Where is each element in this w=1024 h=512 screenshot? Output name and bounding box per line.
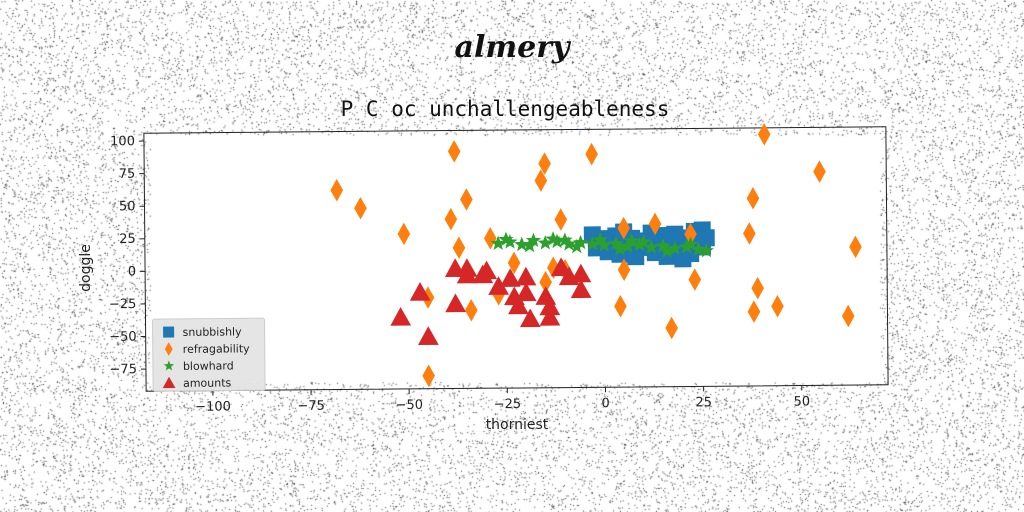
data-point-amounts <box>390 307 411 326</box>
data-point-refragability <box>397 223 410 246</box>
data-point-refragability <box>688 268 701 291</box>
x-tick-label: −75 <box>297 399 325 414</box>
data-point-amounts <box>418 326 439 345</box>
legend: snubbishly refragability blowhard amounts <box>153 318 266 391</box>
data-point-refragability <box>554 208 567 231</box>
x-tick-label: −50 <box>396 398 424 413</box>
data-point-refragability <box>448 140 461 163</box>
data-point-refragability <box>842 305 855 328</box>
data-point-refragability <box>354 197 367 220</box>
data-marks <box>330 122 863 388</box>
data-point-refragability <box>771 295 784 318</box>
y-tick-label: 75 <box>119 167 136 182</box>
y-tick-label: 100 <box>110 134 135 149</box>
plot-area: −100 −75 −50 −25 0 25 50 100 75 50 25 0 −25 −50 −75 s… <box>107 122 888 416</box>
data-point-refragability <box>330 179 343 202</box>
data-point-refragability <box>758 123 771 146</box>
y-tick-label: 25 <box>119 232 136 247</box>
data-point-refragability <box>748 300 761 323</box>
y-tick-label: 50 <box>119 199 136 214</box>
y-axis-ticks: 100 75 50 25 0 −25 −50 −75 <box>107 134 146 377</box>
x-tick-label: −100 <box>195 399 231 414</box>
legend-label: blowhard <box>183 359 234 372</box>
data-point-amounts <box>535 286 556 305</box>
data-point-refragability <box>813 160 826 183</box>
data-point-refragability <box>460 188 473 211</box>
data-point-refragability <box>747 187 760 210</box>
chart-title: P C oc unchallengeableness <box>341 97 670 121</box>
x-tick-label: 0 <box>601 396 609 411</box>
y-axis-label: doggle <box>78 244 94 292</box>
y-tick-label: −75 <box>109 362 137 377</box>
x-axis-label: thorniest <box>486 417 549 433</box>
data-point-refragability <box>422 364 435 387</box>
y-tick-label: 0 <box>128 264 136 279</box>
legend-label: refragability <box>183 342 250 356</box>
data-point-refragability <box>614 295 627 318</box>
legend-label: snubbishly <box>183 325 243 339</box>
data-point-snubbishly <box>666 226 683 243</box>
data-point-refragability <box>849 236 862 259</box>
data-point-refragability <box>751 277 764 300</box>
data-point-refragability <box>743 222 756 245</box>
data-point-refragability <box>665 317 678 340</box>
legend-marker-snubbishly <box>163 326 174 337</box>
data-point-refragability <box>585 143 598 166</box>
x-tick-label: −25 <box>494 397 522 412</box>
data-point-refragability <box>465 299 478 322</box>
data-point-refragability <box>444 208 457 231</box>
legend-label: amounts <box>183 376 232 389</box>
series-amounts <box>390 257 592 345</box>
data-point-refragability <box>453 236 466 259</box>
y-tick-label: −50 <box>109 330 137 345</box>
x-tick-label: 25 <box>695 395 712 410</box>
y-tick-label: −25 <box>109 297 137 312</box>
data-point-amounts <box>445 293 466 312</box>
data-point-amounts <box>476 261 497 280</box>
x-tick-label: 50 <box>794 394 811 409</box>
